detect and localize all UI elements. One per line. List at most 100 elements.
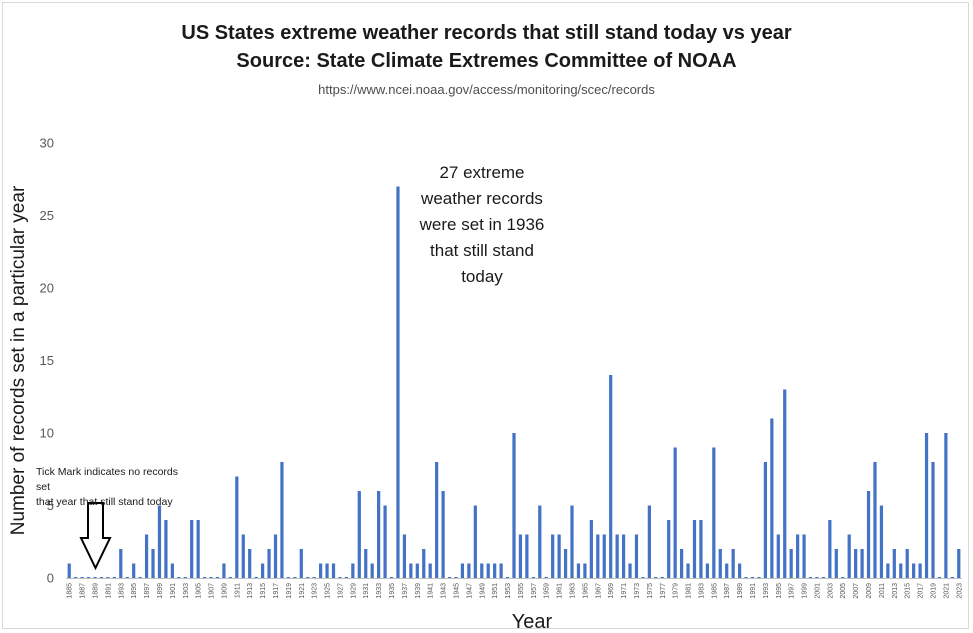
bar <box>138 577 142 578</box>
bar <box>383 505 387 578</box>
x-tick-label: 1963 <box>570 583 577 599</box>
bar <box>866 491 871 578</box>
bar <box>570 505 574 578</box>
bar <box>325 563 329 578</box>
bar <box>892 549 896 578</box>
bar <box>164 520 168 578</box>
x-tick-label: 1973 <box>634 583 641 599</box>
bar <box>254 577 258 578</box>
y-tick-label: 15 <box>40 353 54 368</box>
x-tick-label: 1899 <box>157 583 164 599</box>
bar <box>215 577 220 578</box>
x-tick-label: 1901 <box>170 583 177 599</box>
x-axis-label: Year <box>512 611 553 633</box>
x-tick-label: 1953 <box>505 583 512 599</box>
x-tick-label: 1987 <box>724 583 731 599</box>
x-tick-label: 2021 <box>943 583 950 599</box>
bar <box>331 563 336 578</box>
bar <box>119 549 123 578</box>
source-url: https://www.ncei.noaa.gov/access/monitor… <box>318 82 655 97</box>
x-tick-label: 1941 <box>428 583 435 599</box>
bar <box>712 447 716 578</box>
x-tick-label: 1927 <box>337 583 344 599</box>
bar <box>808 577 813 578</box>
peak-annotation-line: that still stand <box>430 241 534 260</box>
x-tick-label: 1999 <box>802 583 809 599</box>
bar <box>260 563 265 578</box>
bar <box>802 534 806 578</box>
bar <box>518 534 523 578</box>
bar <box>551 534 555 578</box>
bar <box>447 577 452 578</box>
bar <box>499 563 503 578</box>
bar <box>306 577 310 578</box>
x-tick-label: 1983 <box>698 583 705 599</box>
x-tick-label: 1895 <box>131 583 138 599</box>
x-tick-label: 1929 <box>350 583 357 599</box>
bar <box>783 389 787 578</box>
tick-mark-note-line: Tick Mark indicates no records set <box>36 466 178 493</box>
x-tick-label: 1979 <box>673 583 680 599</box>
bar <box>460 563 465 578</box>
bar <box>74 577 78 578</box>
bar <box>770 418 774 578</box>
bar <box>615 534 619 578</box>
bar <box>248 549 252 578</box>
bar <box>480 563 484 578</box>
y-tick-label: 25 <box>40 208 54 223</box>
bar <box>918 563 922 578</box>
x-tick-label: 1887 <box>80 583 87 599</box>
bar <box>854 549 858 578</box>
x-tick-label: 2003 <box>827 583 834 599</box>
bar <box>299 549 303 578</box>
bar <box>744 577 748 578</box>
bar <box>950 577 954 578</box>
x-tick-label: 1893 <box>118 583 125 599</box>
x-tick-label: 1951 <box>492 583 499 599</box>
x-tick-label: 2013 <box>892 583 899 599</box>
bar <box>879 505 884 578</box>
bar <box>467 563 471 578</box>
x-tick-label: 1885 <box>67 583 74 599</box>
x-tick-label: 1917 <box>273 583 280 599</box>
bar <box>912 563 916 578</box>
bar <box>170 563 174 578</box>
x-tick-label: 1989 <box>737 583 744 599</box>
bar <box>589 520 593 578</box>
x-tick-label: 1909 <box>221 583 228 599</box>
x-tick-label: 1991 <box>750 583 757 599</box>
x-tick-label: 1965 <box>582 583 589 599</box>
x-tick-label: 1905 <box>196 583 203 599</box>
x-tick-label: 1945 <box>453 583 460 599</box>
x-tick-label: 1981 <box>686 583 693 599</box>
x-tick-label: 1985 <box>711 583 718 599</box>
y-tick-label: 10 <box>40 426 54 441</box>
bar <box>396 186 400 578</box>
bar <box>828 520 832 578</box>
bar <box>280 462 284 578</box>
bar <box>422 549 426 578</box>
x-tick-label: 1891 <box>105 583 112 599</box>
bar <box>789 549 793 578</box>
bars <box>67 186 961 578</box>
chart-subtitle: Source: State Climate Extremes Committee… <box>236 50 737 72</box>
x-tick-label: 1903 <box>183 583 190 599</box>
bar <box>93 577 97 578</box>
x-tick-label: 1935 <box>389 583 396 599</box>
bar <box>351 563 355 578</box>
bar <box>899 563 903 578</box>
bar <box>505 577 510 578</box>
chart-title: US States extreme weather records that s… <box>181 22 792 44</box>
bar <box>944 433 948 578</box>
x-tick-label: 2011 <box>879 583 886 598</box>
bar <box>112 577 116 578</box>
bar <box>132 563 136 578</box>
bar <box>402 534 407 578</box>
bar <box>699 520 703 578</box>
bar <box>151 549 155 578</box>
bar <box>667 520 671 578</box>
bar <box>654 577 658 578</box>
x-tick-label: 1937 <box>402 583 409 599</box>
